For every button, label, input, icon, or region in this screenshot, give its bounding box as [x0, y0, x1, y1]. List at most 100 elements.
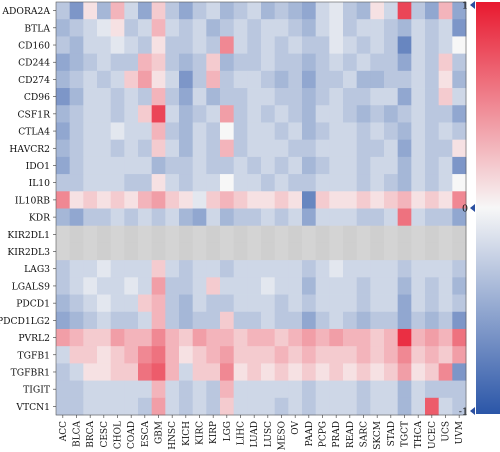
heatmap-cell: [69, 53, 84, 72]
heatmap-cell: [83, 208, 98, 227]
heatmap-cell: [356, 397, 371, 416]
heatmap-cell: [138, 363, 153, 381]
heatmap-cell: [315, 2, 330, 20]
heatmap-cell: [452, 346, 467, 364]
heatmap-cell: [343, 208, 358, 227]
heatmap-cell: [384, 260, 399, 278]
heatmap-cell: [138, 70, 153, 89]
heatmap-cell: [329, 260, 344, 278]
heatmap-cell: [438, 70, 453, 89]
heatmap-cell: [138, 19, 153, 37]
heatmap-cell: [288, 105, 303, 123]
heatmap-cell: [425, 191, 440, 209]
heatmap-cell: [261, 328, 276, 347]
heatmap-cell: [329, 2, 344, 20]
column-label: STAD: [387, 421, 397, 446]
heatmap-cell: [206, 36, 221, 55]
heatmap-cell: [97, 139, 112, 158]
heatmap-cell: [274, 122, 289, 141]
heatmap-cell: [165, 19, 180, 37]
heatmap-cell: [151, 2, 166, 20]
heatmap-cell: [220, 294, 235, 313]
heatmap-cell: [247, 88, 262, 106]
heatmap-cell: [397, 260, 412, 278]
heatmap-cell: [192, 156, 207, 175]
heatmap-cell: [261, 242, 276, 261]
heatmap-cell: [288, 19, 303, 37]
heatmap-cell: [329, 311, 344, 330]
heatmap-cell: [274, 260, 289, 278]
heatmap-cell: [370, 363, 385, 381]
heatmap-cell: [384, 139, 399, 158]
heatmap-cell: [151, 36, 166, 55]
heatmap-cell: [274, 277, 289, 295]
heatmap-cell: [397, 328, 412, 347]
heatmap-cell: [138, 311, 153, 330]
heatmap-cell: [151, 328, 166, 347]
heatmap-cell: [425, 36, 440, 55]
heatmap-cell: [370, 174, 385, 192]
heatmap-cell: [151, 277, 166, 295]
heatmap-cell: [274, 363, 289, 381]
heatmap-cell: [315, 328, 330, 347]
heatmap-cell: [315, 380, 330, 399]
heatmap-cell: [151, 311, 166, 330]
heatmap-cell: [261, 277, 276, 295]
column-label: PRAD: [332, 421, 342, 448]
heatmap-cell: [56, 294, 71, 313]
heatmap-cell: [179, 328, 194, 347]
heatmap-cell: [56, 328, 71, 347]
heatmap-cell: [220, 328, 235, 347]
heatmap-cell: [438, 328, 453, 347]
heatmap-cell: [56, 277, 71, 295]
heatmap-cell: [151, 174, 166, 192]
heatmap-cell: [425, 277, 440, 295]
heatmap-cell: [69, 242, 84, 261]
heatmap-cell: [179, 346, 194, 364]
heatmap-cell: [192, 191, 207, 209]
heatmap-cell: [370, 156, 385, 175]
heatmap-cell: [452, 380, 467, 399]
heatmap-cell: [302, 191, 317, 209]
heatmap-cell: [397, 53, 412, 72]
heatmap-cell: [151, 191, 166, 209]
heatmap-cell: [343, 242, 358, 261]
heatmap-cell: [343, 380, 358, 399]
heatmap-cell: [411, 260, 426, 278]
heatmap-cell: [425, 225, 440, 244]
heatmap-cell: [261, 156, 276, 175]
heatmap-cell: [370, 208, 385, 227]
heatmap-cell: [192, 2, 207, 20]
heatmap-cell: [411, 174, 426, 192]
heatmap-cell: [220, 36, 235, 55]
heatmap-cell: [192, 328, 207, 347]
heatmap-cell: [124, 2, 139, 20]
heatmap-cell: [343, 260, 358, 278]
heatmap-cell: [384, 156, 399, 175]
heatmap-cell: [452, 328, 467, 347]
heatmap-cell: [69, 174, 84, 192]
heatmap-cell: [343, 277, 358, 295]
heatmap-cell: [233, 139, 248, 158]
heatmap-cell: [274, 294, 289, 313]
heatmap-cell: [179, 2, 194, 20]
heatmap-cell: [356, 260, 371, 278]
heatmap-cell: [438, 277, 453, 295]
heatmap-cell: [247, 70, 262, 89]
heatmap-cell: [315, 88, 330, 106]
heatmap-cell: [179, 174, 194, 192]
heatmap-cell: [452, 277, 467, 295]
heatmap-cell: [452, 294, 467, 313]
heatmap-cell: [343, 53, 358, 72]
heatmap-cell: [83, 105, 98, 123]
heatmap-cell: [425, 311, 440, 330]
heatmap-cell: [438, 208, 453, 227]
heatmap-cell: [384, 19, 399, 37]
colorbar-pointer-icon: [470, 407, 475, 415]
heatmap-cell: [356, 2, 371, 20]
heatmap-cell: [370, 105, 385, 123]
heatmap-cell: [151, 260, 166, 278]
heatmap-cell: [452, 19, 467, 37]
heatmap-cell: [302, 363, 317, 381]
heatmap-cell: [165, 191, 180, 209]
